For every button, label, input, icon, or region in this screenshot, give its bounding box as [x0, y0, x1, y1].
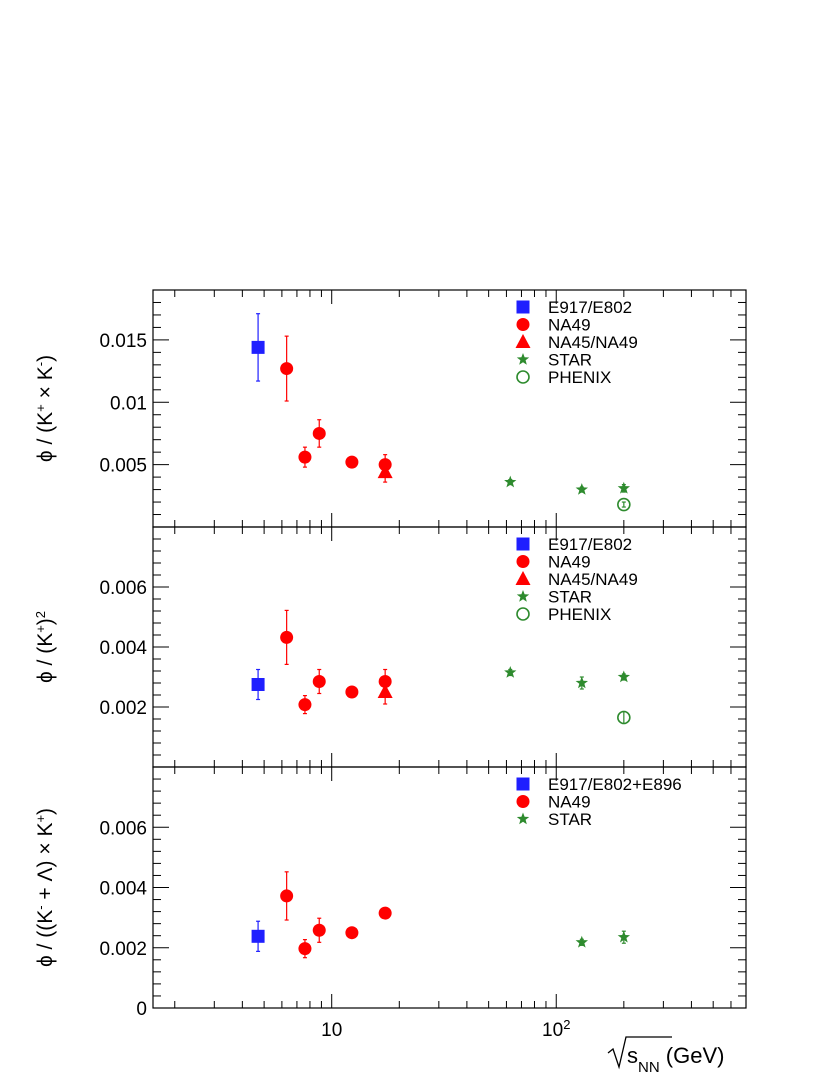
legend-label: NA45/NA49 — [548, 333, 638, 352]
legend-label: NA49 — [548, 316, 591, 335]
legend-marker — [516, 370, 530, 384]
legend-label: STAR — [548, 588, 592, 607]
x-axis-label: sNN (GeV) — [627, 1043, 724, 1075]
legend-label: E917/E802 — [548, 535, 632, 554]
data-point-star — [504, 666, 517, 678]
legend-marker — [516, 537, 530, 551]
data-point-star — [617, 930, 630, 943]
legend-label: E917/E802 — [548, 298, 632, 317]
data-point-square — [251, 340, 265, 354]
y-tick-label: 0.005 — [99, 456, 147, 477]
y-tick-label: 0.002 — [99, 698, 147, 719]
plot-frame — [152, 289, 747, 528]
panel-3: 0 0.002 0.004 0.006 ϕ / ((K- + Λ) × K+) E917/… — [33, 766, 747, 1020]
data-point-star — [575, 676, 588, 689]
y-axis-label: ϕ / ((K- + Λ) × K+) — [33, 808, 58, 967]
data-point-circle — [345, 455, 359, 469]
y-tick-label: 0.006 — [99, 578, 147, 599]
data-point-star — [504, 475, 517, 488]
legend-marker — [515, 571, 531, 585]
data-point-open-circle — [617, 497, 631, 512]
legend-marker — [516, 555, 530, 568]
plot-frame — [152, 766, 747, 1009]
plot-frame — [152, 526, 747, 768]
legend-marker — [516, 590, 530, 602]
sqrt-sign — [607, 1036, 672, 1070]
data-point-circle — [378, 906, 392, 920]
data-point-circle — [345, 926, 359, 940]
legend-label: STAR — [548, 810, 592, 829]
legend-label: NA49 — [548, 553, 591, 572]
legend-marker — [516, 812, 530, 825]
data-point-circle — [345, 685, 359, 699]
data-point-circle — [312, 426, 326, 440]
legend-marker — [516, 607, 530, 621]
data-point-open-circle — [617, 710, 631, 725]
y-tick-label: 0.004 — [99, 879, 147, 900]
legend-marker — [516, 795, 530, 808]
legend-label: PHENIX — [548, 368, 611, 387]
legend-label: E917/E802+E896 — [548, 775, 682, 794]
legend-marker — [516, 777, 530, 791]
legend-label: NA49 — [548, 793, 591, 812]
y-tick-label: 0.015 — [99, 331, 147, 352]
legend-label: STAR — [548, 351, 592, 370]
y-axis-label: ϕ / (K+ × K-) — [33, 355, 58, 462]
panel-2: 0.002 0.004 0.006 ϕ / (K+)2 E917/E802NA49NA4… — [33, 526, 747, 768]
data-point-square — [251, 678, 265, 691]
legend-label: NA45/NA49 — [548, 570, 638, 589]
x-tick-label: 102 — [542, 1017, 570, 1042]
legend-marker — [515, 334, 531, 348]
data-point-circle — [298, 698, 312, 712]
data-point-star — [617, 670, 630, 683]
y-tick-label: 0.01 — [110, 393, 147, 414]
legend-label: PHENIX — [548, 605, 611, 624]
data-point-square — [251, 929, 265, 943]
data-point-circle — [280, 889, 294, 903]
y-tick-label: 0.002 — [99, 939, 147, 960]
y-tick-label: 0.006 — [99, 818, 147, 839]
data-point-circle — [298, 450, 312, 464]
data-point-star — [575, 935, 588, 948]
x-tick-label: 10 — [321, 1020, 342, 1041]
y-axis-label: ϕ / (K+)2 — [33, 611, 58, 683]
data-point-triangle — [377, 464, 393, 479]
data-point-circle — [280, 362, 294, 376]
data-point-star — [617, 481, 630, 494]
legend-marker — [516, 353, 530, 365]
legend-marker — [516, 318, 530, 331]
y-tick-label: 0 — [136, 999, 147, 1020]
data-point-circle — [312, 675, 326, 688]
panel-1: 0.005 0.01 0.015 ϕ / (K+ × K-) E917/E802NA49… — [33, 289, 747, 528]
legend-marker — [516, 300, 530, 314]
data-point-circle — [312, 923, 326, 937]
data-point-triangle — [377, 684, 393, 698]
y-tick-label: 0.004 — [99, 638, 147, 659]
data-point-circle — [298, 942, 312, 956]
data-point-circle — [280, 630, 294, 644]
data-point-star — [575, 483, 588, 495]
